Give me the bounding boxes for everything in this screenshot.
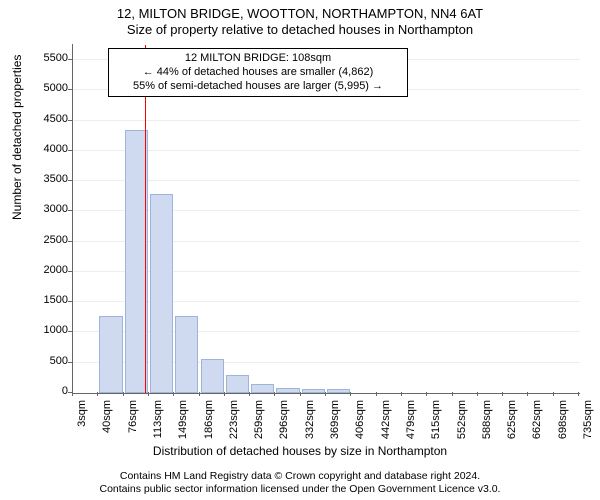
y-tick-mark (68, 301, 72, 302)
y-tick-mark (68, 392, 72, 393)
footer-line2: Contains public sector information licen… (0, 483, 600, 496)
x-tick-mark (401, 392, 402, 396)
y-tick-label: 1000 (28, 324, 68, 336)
x-tick-label: 76sqm (127, 400, 139, 450)
y-tick-label: 5000 (28, 82, 68, 94)
x-tick-mark (274, 392, 275, 396)
x-tick-label: 113sqm (152, 400, 164, 450)
y-tick-label: 3500 (28, 173, 68, 185)
chart-title-sub: Size of property relative to detached ho… (0, 22, 600, 37)
x-tick-mark (452, 392, 453, 396)
x-tick-label: 735sqm (582, 400, 594, 450)
x-tick-label: 515sqm (430, 400, 442, 450)
y-tick-label: 5500 (28, 52, 68, 64)
y-tick-label: 500 (28, 355, 68, 367)
x-tick-mark (578, 392, 579, 396)
x-tick-mark (199, 392, 200, 396)
x-tick-mark (527, 392, 528, 396)
x-tick-label: 698sqm (557, 400, 569, 450)
x-tick-mark (123, 392, 124, 396)
y-tick-mark (68, 59, 72, 60)
y-gridline (73, 180, 580, 181)
chart-title-main: 12, MILTON BRIDGE, WOOTTON, NORTHAMPTON,… (0, 6, 600, 21)
x-tick-label: 552sqm (456, 400, 468, 450)
x-tick-mark (502, 392, 503, 396)
x-tick-label: 479sqm (405, 400, 417, 450)
x-tick-mark (350, 392, 351, 396)
x-tick-mark (376, 392, 377, 396)
x-tick-mark (173, 392, 174, 396)
x-tick-label: 186sqm (203, 400, 215, 450)
histogram-bar (99, 316, 122, 393)
y-tick-mark (68, 89, 72, 90)
x-tick-mark (249, 392, 250, 396)
x-tick-label: 40sqm (101, 400, 113, 450)
y-tick-mark (68, 331, 72, 332)
histogram-bar (276, 388, 299, 393)
x-tick-label: 223sqm (228, 400, 240, 450)
y-gridline (73, 120, 580, 121)
x-tick-mark (300, 392, 301, 396)
y-gridline (73, 150, 580, 151)
y-tick-mark (68, 150, 72, 151)
y-tick-label: 4500 (28, 113, 68, 125)
y-tick-label: 0 (28, 385, 68, 397)
histogram-bar (327, 389, 350, 393)
footer-line1: Contains HM Land Registry data © Crown c… (0, 470, 600, 483)
histogram-bar (226, 375, 249, 393)
histogram-bar (125, 130, 148, 393)
y-tick-label: 1500 (28, 294, 68, 306)
x-tick-mark (72, 392, 73, 396)
y-tick-mark (68, 180, 72, 181)
x-tick-mark (477, 392, 478, 396)
y-tick-mark (68, 210, 72, 211)
x-tick-mark (224, 392, 225, 396)
histogram-bar (150, 194, 173, 393)
y-tick-label: 2000 (28, 264, 68, 276)
y-tick-label: 4000 (28, 143, 68, 155)
x-tick-mark (553, 392, 554, 396)
y-tick-label: 2500 (28, 234, 68, 246)
y-tick-mark (68, 271, 72, 272)
histogram-bar (302, 389, 325, 393)
x-tick-label: 442sqm (380, 400, 392, 450)
annotation-box: 12 MILTON BRIDGE: 108sqm ← 44% of detach… (108, 48, 408, 97)
x-tick-label: 662sqm (531, 400, 543, 450)
x-tick-label: 149sqm (177, 400, 189, 450)
x-tick-mark (148, 392, 149, 396)
y-tick-mark (68, 120, 72, 121)
x-tick-label: 588sqm (481, 400, 493, 450)
y-tick-mark (68, 362, 72, 363)
x-tick-mark (426, 392, 427, 396)
x-tick-mark (97, 392, 98, 396)
x-tick-label: 3sqm (76, 400, 88, 450)
x-tick-label: 406sqm (354, 400, 366, 450)
x-tick-label: 625sqm (506, 400, 518, 450)
x-axis-label: Distribution of detached houses by size … (0, 444, 600, 458)
annotation-line1: 12 MILTON BRIDGE: 108sqm (115, 52, 401, 66)
histogram-bar (251, 384, 274, 393)
histogram-bar (175, 316, 198, 393)
annotation-line2: ← 44% of detached houses are smaller (4,… (115, 66, 401, 80)
x-tick-label: 332sqm (304, 400, 316, 450)
annotation-line3: 55% of semi-detached houses are larger (… (115, 80, 401, 94)
x-tick-label: 296sqm (278, 400, 290, 450)
y-axis-label: Number of detached properties (10, 55, 24, 220)
footer-attribution: Contains HM Land Registry data © Crown c… (0, 470, 600, 496)
x-tick-label: 369sqm (329, 400, 341, 450)
histogram-bar (201, 359, 224, 393)
y-tick-mark (68, 241, 72, 242)
x-tick-mark (325, 392, 326, 396)
x-tick-label: 259sqm (253, 400, 265, 450)
y-tick-label: 3000 (28, 203, 68, 215)
